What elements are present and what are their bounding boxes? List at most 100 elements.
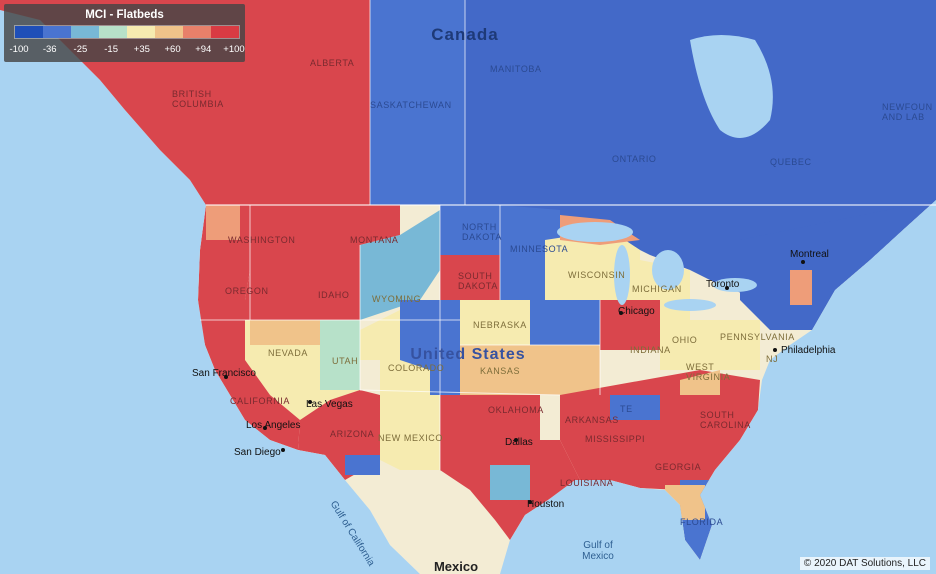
- label-ontario: ONTARIO: [612, 154, 657, 164]
- label-louisiana: LOUISIANA: [560, 478, 613, 488]
- region-california[interactable]: [200, 320, 300, 450]
- region-missouri[interactable]: [540, 345, 600, 395]
- label-georgia: GEORGIA: [655, 462, 701, 472]
- city-philadelphia[interactable]: Philadelphia: [781, 345, 836, 356]
- label-nj: NJ: [766, 354, 778, 364]
- label-canada: Canada: [431, 25, 498, 44]
- legend-tick-label: -100: [9, 44, 29, 55]
- region-wyoming[interactable]: [360, 210, 440, 320]
- label-manitoba: MANITOBA: [490, 64, 542, 74]
- label-south-dakota: SOUTH DAKOTA: [458, 271, 498, 291]
- legend-panel: MCI - Flatbeds -100 -36 -25 -15 +35 +60 +94 +10…: [4, 4, 245, 62]
- cities: San Francisco Las Vegas Los Angeles San …: [192, 249, 836, 510]
- region-west-virginia[interactable]: [680, 370, 720, 395]
- region-nv-north[interactable]: [250, 320, 320, 345]
- great-lakes: [557, 35, 773, 311]
- label-arizona: ARIZONA: [330, 429, 374, 439]
- label-oklahoma: OKLAHOMA: [488, 405, 544, 415]
- city-chicago[interactable]: Chicago: [618, 306, 655, 317]
- label-alberta: ALBERTA: [310, 58, 354, 68]
- label-florida: FLORIDA: [680, 517, 723, 527]
- label-kansas: KANSAS: [480, 366, 520, 376]
- label-newfoundland: NEWFOUN AND LAB: [882, 102, 933, 122]
- label-minnesota: MINNESOTA: [510, 244, 568, 254]
- region-texas-central[interactable]: [490, 465, 530, 500]
- city-montreal[interactable]: Montreal: [790, 249, 829, 260]
- label-indiana: INDIANA: [630, 345, 671, 355]
- legend-swatch: [155, 26, 183, 38]
- label-west-virginia: WEST VIRGINIA: [686, 362, 730, 382]
- label-new-mexico: NEW MEXICO: [378, 433, 443, 443]
- region-colorado-east[interactable]: [400, 300, 460, 395]
- label-wisconsin: WISCONSIN: [568, 270, 625, 280]
- label-ohio: OHIO: [672, 335, 697, 345]
- legend-swatch: [183, 26, 211, 38]
- label-north-dakota: NORTH DAKOTA: [462, 222, 502, 242]
- region-saskatchewan[interactable]: [370, 0, 465, 205]
- region-north-dakota[interactable]: [440, 205, 500, 260]
- label-quebec: QUEBEC: [770, 157, 812, 167]
- region-south-dakota[interactable]: [440, 255, 500, 300]
- legend-tick-label: +35: [133, 44, 150, 55]
- region-tennessee[interactable]: [610, 395, 660, 420]
- label-california: CALIFORNIA: [230, 396, 290, 406]
- label-nebraska: NEBRASKA: [473, 320, 527, 330]
- city-houston[interactable]: Houston: [527, 499, 564, 510]
- label-michigan: MICHIGAN: [632, 284, 682, 294]
- city-san-francisco[interactable]: San Francisco: [192, 368, 256, 379]
- region-iowa[interactable]: [530, 300, 600, 345]
- region-ny-east[interactable]: [790, 270, 812, 305]
- label-mississippi: MISSISSIPPI: [585, 434, 645, 444]
- label-saskatchewan: SASKATCHEWAN: [370, 100, 452, 110]
- label-utah: UTAH: [332, 356, 358, 366]
- legend-tick-label: +60: [164, 44, 181, 55]
- attribution: © 2020 DAT Solutions, LLC: [799, 557, 930, 570]
- legend-color-bar: [14, 25, 240, 39]
- legend-tick-label: -36: [42, 44, 57, 55]
- label-colorado: COLORADO: [388, 363, 444, 373]
- label-south-carolina: SOUTH CAROLINA: [700, 410, 751, 430]
- city-san-diego[interactable]: San Diego: [234, 447, 281, 458]
- legend-swatch: [43, 26, 71, 38]
- boundaries: [200, 0, 936, 470]
- region-ohio-pa[interactable]: [660, 320, 760, 370]
- label-nevada: NEVADA: [268, 348, 308, 358]
- region-nebraska[interactable]: [460, 300, 530, 345]
- region-new-mexico[interactable]: [380, 360, 440, 470]
- city-las-vegas[interactable]: Las Vegas: [306, 399, 353, 410]
- region-border-az[interactable]: [345, 455, 380, 475]
- label-mexico: Mexico: [434, 559, 478, 574]
- label-united-states: United States: [410, 346, 525, 363]
- legend-title: MCI - Flatbeds: [85, 9, 164, 21]
- legend-swatch: [71, 26, 99, 38]
- region-idaho-montana[interactable]: [245, 205, 400, 320]
- region-utah[interactable]: [320, 320, 360, 390]
- legend-swatch: [99, 26, 127, 38]
- label-tennessee: TE: [620, 404, 633, 414]
- city-dallas[interactable]: Dallas: [505, 437, 533, 448]
- city-los-angeles[interactable]: Los Angeles: [246, 420, 301, 431]
- label-washington: WASHINGTON: [228, 235, 296, 245]
- legend-tick-label: +100: [223, 44, 245, 55]
- label-montana: MONTANA: [350, 235, 399, 245]
- legend-swatch: [211, 26, 239, 38]
- label-idaho: IDAHO: [318, 290, 350, 300]
- legend-tick-label: +94: [195, 44, 212, 55]
- label-oregon: OREGON: [225, 286, 269, 296]
- label-gulf-of-mexico: Gulf of Mexico: [582, 540, 614, 562]
- region-wa-coast[interactable]: [206, 205, 240, 240]
- legend-swatch: [127, 26, 155, 38]
- region-illinois[interactable]: [600, 300, 660, 350]
- label-arkansas: ARKANSAS: [565, 415, 619, 425]
- legend-tick-label: -15: [104, 44, 119, 55]
- region-northeast[interactable]: [740, 200, 936, 330]
- label-british-columbia: BRITISH COLUMBIA: [172, 89, 224, 109]
- region-kansas[interactable]: [460, 345, 540, 395]
- label-wyoming-region: WYOMING: [372, 294, 421, 304]
- label-pennsylvania: PENNSYLVANIA: [720, 332, 795, 342]
- legend-tick-label: -25: [73, 44, 88, 55]
- city-toronto[interactable]: Toronto: [706, 279, 740, 290]
